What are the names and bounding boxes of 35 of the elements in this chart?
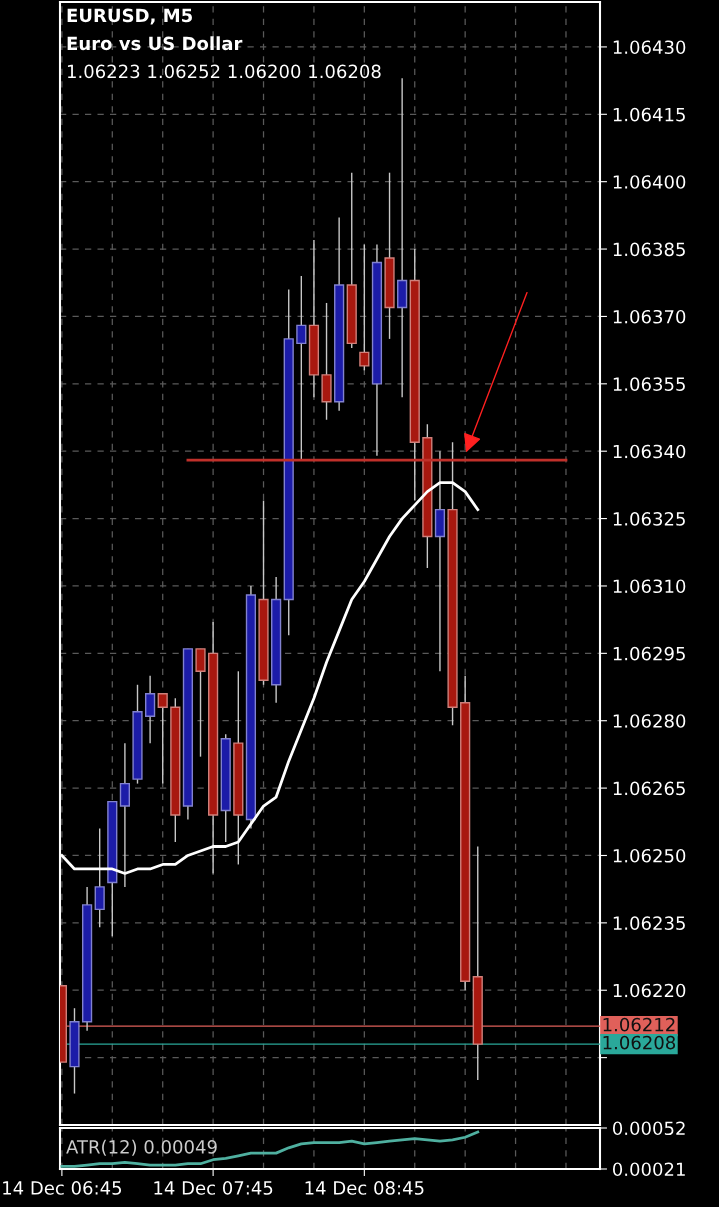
ref-line-label: 1.06212	[603, 1017, 675, 1032]
y-tick-label: 1.06265	[613, 781, 685, 796]
annotation: 1.06223 1.06252 1.06200 1.06208	[67, 64, 381, 79]
y-tick-label: 1.06310	[613, 579, 686, 594]
text: Euro vs US Dollar	[67, 36, 243, 51]
y-tick-label: 1.06385	[613, 242, 685, 257]
y-tick-label: 1.06325	[613, 512, 685, 526]
y-tick-label: 1.06415	[613, 107, 685, 122]
y-tick-label: 1.06400	[613, 175, 686, 189]
y-tick-label: 1.06250	[613, 848, 686, 863]
ref-line-label: 1.06208	[603, 1035, 676, 1050]
y-tick-label: 1.06340	[613, 444, 686, 459]
y-tick-label: 1.06355	[613, 377, 685, 391]
candlestick	[157, 693, 168, 785]
text: ATR(12) 0.00049	[66, 1139, 217, 1156]
y-tick-label: 1.06220	[613, 983, 686, 998]
y-tick-label: 0.00021	[613, 1162, 685, 1177]
y-tick-label: 1.06235	[613, 916, 685, 930]
y-tick-label: 0.00052	[613, 1121, 685, 1136]
candlestick	[119, 742, 131, 888]
x-tick-label: 14 Dec 07:45	[154, 1181, 273, 1195]
x-tick-label: 14 Dec 06:45	[3, 1181, 122, 1195]
candlestick	[94, 827, 105, 929]
chart-title: EURUSD, M5	[67, 8, 192, 25]
candlestick	[359, 243, 370, 372]
y-tick-label: 1.06280	[613, 714, 686, 728]
y-tick-label: 1.06370	[613, 309, 686, 324]
candlestick	[397, 77, 408, 398]
line-series	[60, 1130, 480, 1168]
y-tick-label: 1.06295	[613, 646, 685, 661]
candlestick	[296, 275, 307, 461]
candlestick	[195, 648, 206, 758]
candlestick	[144, 675, 156, 744]
x-tick-label: 14 Dec 08:45	[305, 1181, 424, 1195]
y-tick-label: 1.06430	[613, 40, 686, 55]
